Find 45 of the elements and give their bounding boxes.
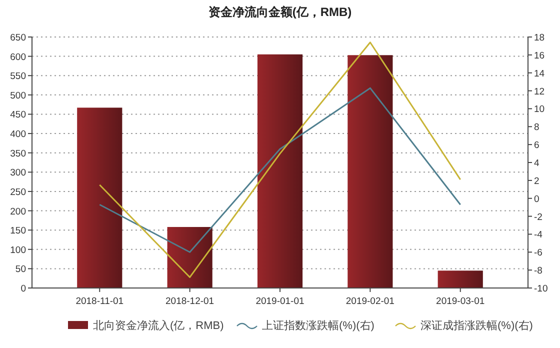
y2-tick-label: 18 — [534, 32, 545, 44]
y2-tick-label: -8 — [534, 266, 542, 277]
legend-label: 上证指数涨跌幅(%)(右) — [262, 319, 374, 332]
y2-tick-label: 8 — [534, 122, 540, 134]
x-tick-label: 2019-02-01 — [346, 296, 394, 307]
y-tick-label: 400 — [10, 129, 26, 140]
y2-tick-label: -6 — [534, 248, 542, 259]
line-series — [98, 42, 462, 278]
y-tick-label: 250 — [10, 186, 26, 198]
y2-tick-label: -10 — [534, 284, 548, 294]
y2-tick-label: 0 — [534, 194, 540, 205]
chart-title: 资金净流向金额(亿，RMB) — [208, 5, 352, 19]
bar — [348, 55, 393, 288]
y-tick-label: 0 — [20, 284, 26, 294]
legend-label: 深证成指涨跌幅(%)(右) — [420, 319, 533, 332]
y-tick-label: 100 — [10, 244, 26, 256]
y-tick-label: 350 — [10, 148, 26, 160]
x-tick-label: 2019-01-01 — [256, 296, 304, 307]
y-tick-label: 150 — [10, 226, 26, 237]
y2-tick-label: -4 — [534, 230, 542, 241]
x-tick-label: 2018-12-01 — [166, 296, 214, 307]
y2-tick-label: 12 — [534, 86, 545, 98]
y2-tick-label: 4 — [534, 158, 540, 169]
y2-tick-label: 10 — [534, 104, 545, 116]
x-tick-label: 2018-11-01 — [76, 296, 124, 307]
y-tick-label: 500 — [10, 90, 26, 102]
y-tick-label: 450 — [10, 110, 26, 121]
legend-label: 北向资金净流入(亿，RMB) — [93, 319, 224, 332]
bar — [167, 226, 212, 288]
x-tick-label: 2019-03-01 — [436, 296, 485, 307]
y-tick-label: 600 — [10, 52, 26, 63]
y2-tick-label: 6 — [534, 140, 540, 152]
y-tick-label: 50 — [15, 264, 26, 276]
y-tick-label: 650 — [10, 32, 26, 44]
y-tick-label: 200 — [10, 206, 26, 218]
y2-tick-label: -2 — [534, 212, 542, 223]
y2-tick-label: 2 — [534, 176, 540, 187]
y2-tick-label: 14 — [534, 68, 545, 80]
y-tick-label: 300 — [10, 168, 26, 179]
line-series — [98, 87, 462, 253]
bar — [438, 270, 483, 288]
y2-tick-label: 16 — [534, 50, 545, 62]
bar — [257, 54, 303, 288]
bar — [77, 108, 122, 288]
y-tick-label: 550 — [10, 71, 26, 82]
